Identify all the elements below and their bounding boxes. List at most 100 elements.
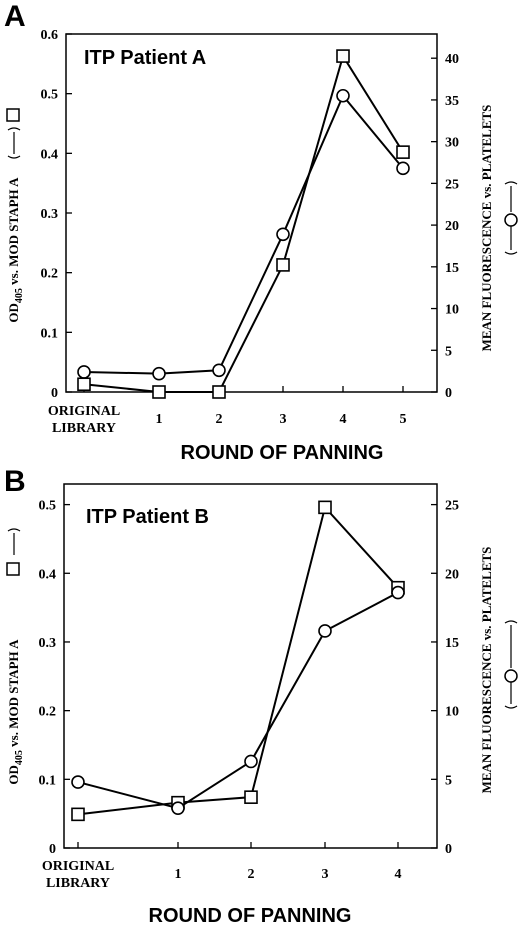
right-legend-key	[504, 620, 518, 709]
x-axis-label: ROUND OF PANNING	[149, 905, 352, 927]
plot-frame	[65, 33, 438, 393]
square-marker	[212, 385, 226, 399]
y2-tick-label: 15	[445, 636, 459, 651]
x-tick-label: 2	[248, 867, 255, 882]
y-tick-label: 0.5	[39, 499, 57, 514]
y-axis-label-rest: vs. MOD STAPH A	[6, 177, 21, 288]
y-axis-label-sub: 405	[14, 750, 25, 765]
circle-marker	[244, 754, 258, 769]
circle-marker	[212, 363, 226, 378]
y2-tick-label: 25	[445, 177, 459, 192]
left-legend-key	[6, 528, 21, 576]
series-line-square	[83, 53, 404, 393]
square-marker	[152, 385, 166, 399]
legend-circle-marker	[504, 669, 518, 683]
square-marker	[276, 258, 290, 272]
y2-tick-label: 35	[445, 94, 459, 109]
circle-marker	[71, 775, 85, 789]
right-axis-ticks: 0 5 10 15 20 25	[431, 499, 459, 857]
y-tick-label: 0.2	[39, 705, 57, 720]
x-tick-label: 4	[395, 867, 402, 882]
y-tick-label: 0.1	[39, 773, 57, 788]
series-lines	[77, 505, 399, 816]
y-axis-label-main: OD	[6, 765, 21, 785]
x-tick-label: 2	[216, 412, 223, 427]
circle-marker	[391, 585, 405, 600]
x-tick-label: ORIGINAL LIBRARY	[48, 404, 120, 436]
y2-tick-label: 5	[445, 344, 452, 359]
svg-text:OD405 vs. MOD STAPH A: OD405 vs. MOD STAPH A	[6, 639, 25, 785]
y2-axis-label: MEAN FLUORESCENCE vs. PLATELETS	[479, 105, 494, 352]
y-axis-label-sub: 405	[14, 288, 25, 303]
legend-circle-marker	[504, 213, 518, 227]
series-line-square	[77, 505, 399, 816]
circle-marker	[396, 161, 410, 176]
x-tick-label: 3	[280, 412, 287, 427]
x-tick-label: 1	[156, 412, 163, 427]
y-tick-label: 0.5	[41, 88, 59, 103]
y2-tick-label: 40	[445, 52, 459, 67]
series-markers	[71, 500, 405, 822]
y-tick-label: 0.3	[41, 207, 59, 222]
chart-title: ITP Patient B	[86, 506, 209, 528]
chart-title: ITP Patient A	[84, 47, 206, 69]
x-tick-label: 4	[340, 412, 347, 427]
y2-tick-label: 5	[445, 773, 452, 788]
right-legend-key	[504, 181, 518, 255]
circle-marker	[77, 365, 91, 379]
series-line-circle	[83, 93, 404, 375]
y2-axis-label-text: MEAN FLUORESCENCE vs. PLATELETS	[479, 547, 494, 794]
y2-tick-label: 20	[445, 567, 459, 582]
left-legend-key	[6, 108, 21, 159]
square-marker	[396, 145, 410, 159]
y-tick-label: 0	[51, 386, 58, 401]
square-marker	[318, 500, 332, 515]
y-tick-label: 0.6	[41, 28, 59, 43]
svg-text:OD405 vs. MOD STAPH A: OD405 vs. MOD STAPH A	[6, 177, 25, 323]
panel-b: B ITP Patient B 0 0.1 0.2 0.3 0.4 0.5 0 5 10 15 2…	[4, 465, 518, 927]
square-marker	[77, 377, 91, 392]
circle-marker	[171, 801, 185, 815]
y-tick-label: 0.4	[39, 567, 57, 582]
y2-tick-label: 10	[445, 705, 459, 720]
y2-tick-label: 25	[445, 499, 459, 514]
panel-letter-b: B	[4, 465, 26, 498]
x-tick-label: 1	[175, 867, 182, 882]
y-axis-label: OD405 vs. MOD STAPH A	[6, 177, 25, 323]
y2-tick-label: 20	[445, 219, 459, 234]
x-axis-ticks: ORIGINAL LIBRARY 1 2 3 4	[42, 842, 402, 891]
y2-tick-label: 15	[445, 261, 459, 276]
y-axis-label-main: OD	[6, 303, 21, 323]
square-marker	[71, 807, 85, 822]
x-axis-label: ROUND OF PANNING	[181, 442, 384, 464]
x-tick-label: ORIGINAL LIBRARY	[42, 859, 114, 891]
circle-marker	[152, 366, 166, 381]
left-axis-ticks: 0 0.1 0.2 0.3 0.4 0.5	[39, 499, 70, 857]
circle-marker	[276, 227, 290, 242]
y2-axis-label-text: MEAN FLUORESCENCE vs. PLATELETS	[479, 105, 494, 352]
y2-tick-label: 30	[445, 136, 459, 151]
y-tick-label: 0.1	[41, 326, 59, 341]
series-lines	[83, 53, 404, 393]
right-axis-ticks: 0 5 10 15 20 25 30 35 40	[431, 52, 459, 401]
x-axis-ticks: ORIGINAL LIBRARY 1 2 3 4 5	[48, 386, 407, 436]
y-tick-label: 0.4	[41, 147, 59, 162]
legend-square-marker	[6, 108, 20, 122]
y2-axis-label: MEAN FLUORESCENCE vs. PLATELETS	[479, 547, 494, 794]
y-tick-label: 0.3	[39, 636, 57, 651]
y2-tick-label: 0	[445, 842, 452, 857]
y-tick-label: 0.2	[41, 267, 59, 282]
series-line-circle	[77, 591, 399, 810]
x-tick-label: 3	[322, 867, 329, 882]
y2-tick-label: 10	[445, 303, 459, 318]
series-markers	[77, 49, 410, 399]
y-tick-label: 0	[49, 842, 56, 857]
square-marker	[336, 49, 350, 63]
square-marker	[244, 790, 258, 804]
x-tick-label: 5	[400, 412, 407, 427]
y-axis-label: OD405 vs. MOD STAPH A	[6, 639, 25, 785]
panel-a: A ITP Patient A 00.10.20.30.40.50.6 0510…	[4, 0, 518, 464]
legend-square-marker	[6, 562, 20, 576]
panel-letter-a: A	[4, 0, 26, 33]
